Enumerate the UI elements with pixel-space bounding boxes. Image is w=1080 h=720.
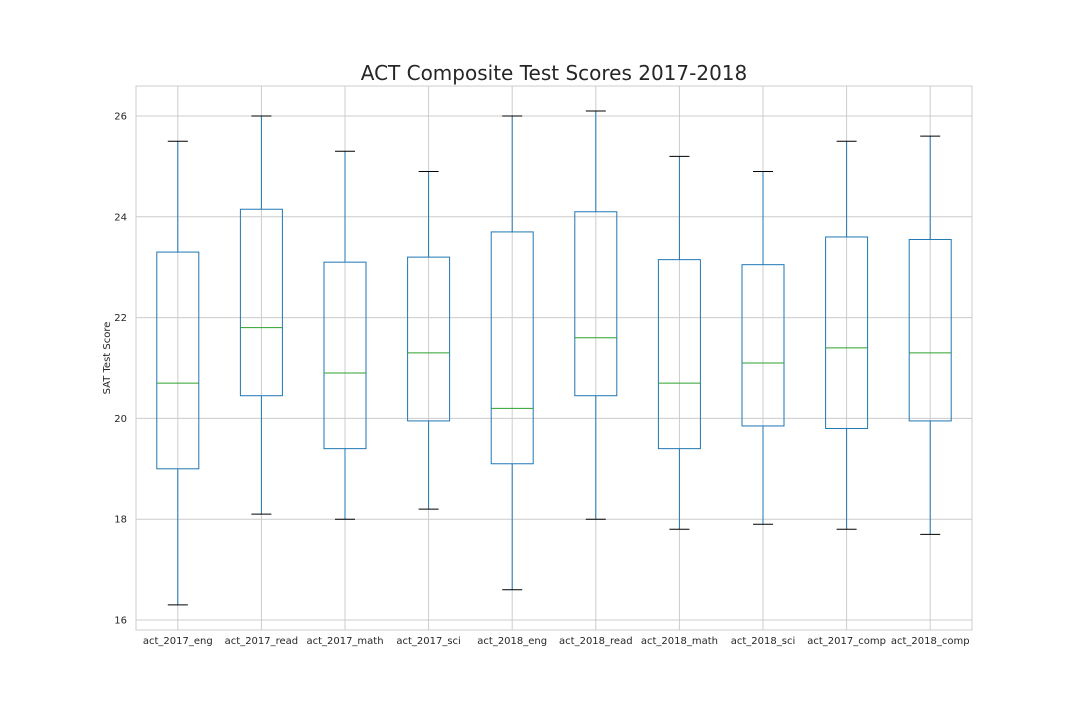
- boxes: [156, 110, 952, 606]
- x-tick-label: act_2018_eng: [477, 636, 547, 647]
- iqr-box: [156, 251, 200, 470]
- box-act_2018_read: [574, 110, 618, 520]
- y-tick-label: 24: [114, 212, 127, 223]
- y-tick-label: 18: [114, 515, 127, 526]
- iqr-box: [239, 208, 283, 397]
- x-tick-label: act_2018_comp: [891, 636, 970, 647]
- x-tick-label: act_2018_sci: [731, 636, 795, 647]
- x-ticks: act_2017_eng act_2017_read act_2017_math ac…: [143, 636, 970, 647]
- y-tick-label: 20: [114, 414, 127, 425]
- iqr-box: [574, 211, 618, 397]
- iqr-box: [908, 238, 952, 422]
- iqr-box: [657, 259, 701, 450]
- iqr-box: [825, 236, 869, 429]
- x-tick-label: act_2017_sci: [396, 636, 460, 647]
- iqr-box: [323, 261, 367, 450]
- iqr-box: [741, 264, 785, 427]
- box-act_2018_math: [657, 155, 701, 530]
- box-act_2018_eng: [490, 115, 534, 591]
- chart-title: ACT Composite Test Scores 2017-2018: [361, 61, 748, 85]
- y-ticks: 16 18 20 22 24 26: [114, 112, 127, 627]
- y-tick-label: 26: [114, 112, 127, 123]
- y-tick-label: 16: [114, 616, 127, 627]
- iqr-box: [407, 256, 451, 422]
- y-axis-label: SAT Test Score: [102, 322, 113, 395]
- box-act_2017_math: [323, 150, 367, 520]
- x-tick-label: act_2017_comp: [807, 636, 886, 647]
- plot-frame: [135, 85, 973, 631]
- box-act_2017_comp: [825, 140, 869, 530]
- x-tick-label: act_2017_eng: [143, 636, 213, 647]
- iqr-box: [490, 231, 534, 465]
- x-tick-label: act_2017_read: [225, 636, 299, 647]
- x-tick-label: act_2017_math: [306, 636, 383, 647]
- box-act_2017_sci: [407, 170, 451, 510]
- box-act_2017_eng: [156, 140, 200, 606]
- box-act_2018_sci: [741, 170, 785, 525]
- box-act_2018_comp: [908, 135, 952, 535]
- x-tick-label: act_2018_math: [641, 636, 718, 647]
- y-tick-label: 22: [114, 313, 127, 324]
- box-act_2017_read: [239, 115, 283, 515]
- x-tick-label: act_2018_read: [559, 636, 633, 647]
